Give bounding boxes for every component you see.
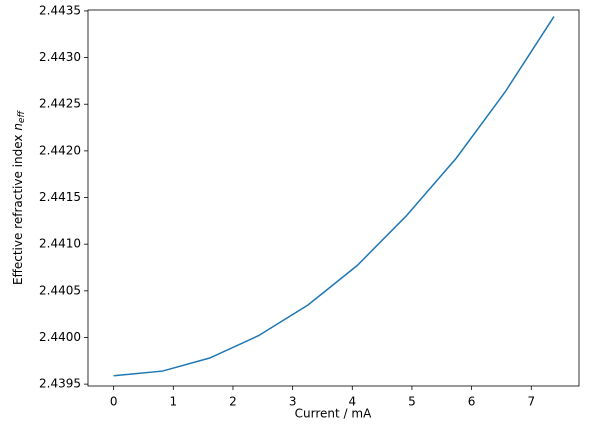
y-axis-symbol: n <box>11 123 25 131</box>
x-tick-label: 4 <box>348 395 356 409</box>
x-axis-label: Current / mA <box>295 407 372 421</box>
x-tick-label: 7 <box>527 395 535 409</box>
y-tick-label: 2.4405 <box>39 283 81 297</box>
y-tick-label: 2.4410 <box>39 237 81 251</box>
x-tick-label: 3 <box>289 395 297 409</box>
plot-frame <box>87 9 580 387</box>
y-tick-label: 2.4430 <box>39 50 81 64</box>
x-tick-label: 6 <box>468 395 476 409</box>
y-tick-label: 2.4415 <box>39 190 81 204</box>
y-axis-label: Effective refractive index neff <box>11 110 27 285</box>
y-tick-label: 2.4420 <box>39 143 81 157</box>
line-series <box>113 16 555 377</box>
x-tick-label: 0 <box>110 395 118 409</box>
x-tick-label: 5 <box>408 395 416 409</box>
y-axis-subscript: eff <box>17 110 27 124</box>
y-axis-label-text: Effective refractive index <box>11 134 25 285</box>
y-tick-label: 2.4400 <box>39 330 81 344</box>
x-tick-label: 2 <box>229 395 237 409</box>
y-tick-label: 2.4425 <box>39 97 81 111</box>
x-tick-label: 1 <box>169 395 177 409</box>
y-tick-label: 2.4435 <box>39 3 81 17</box>
y-tick-label: 2.4395 <box>39 377 81 391</box>
